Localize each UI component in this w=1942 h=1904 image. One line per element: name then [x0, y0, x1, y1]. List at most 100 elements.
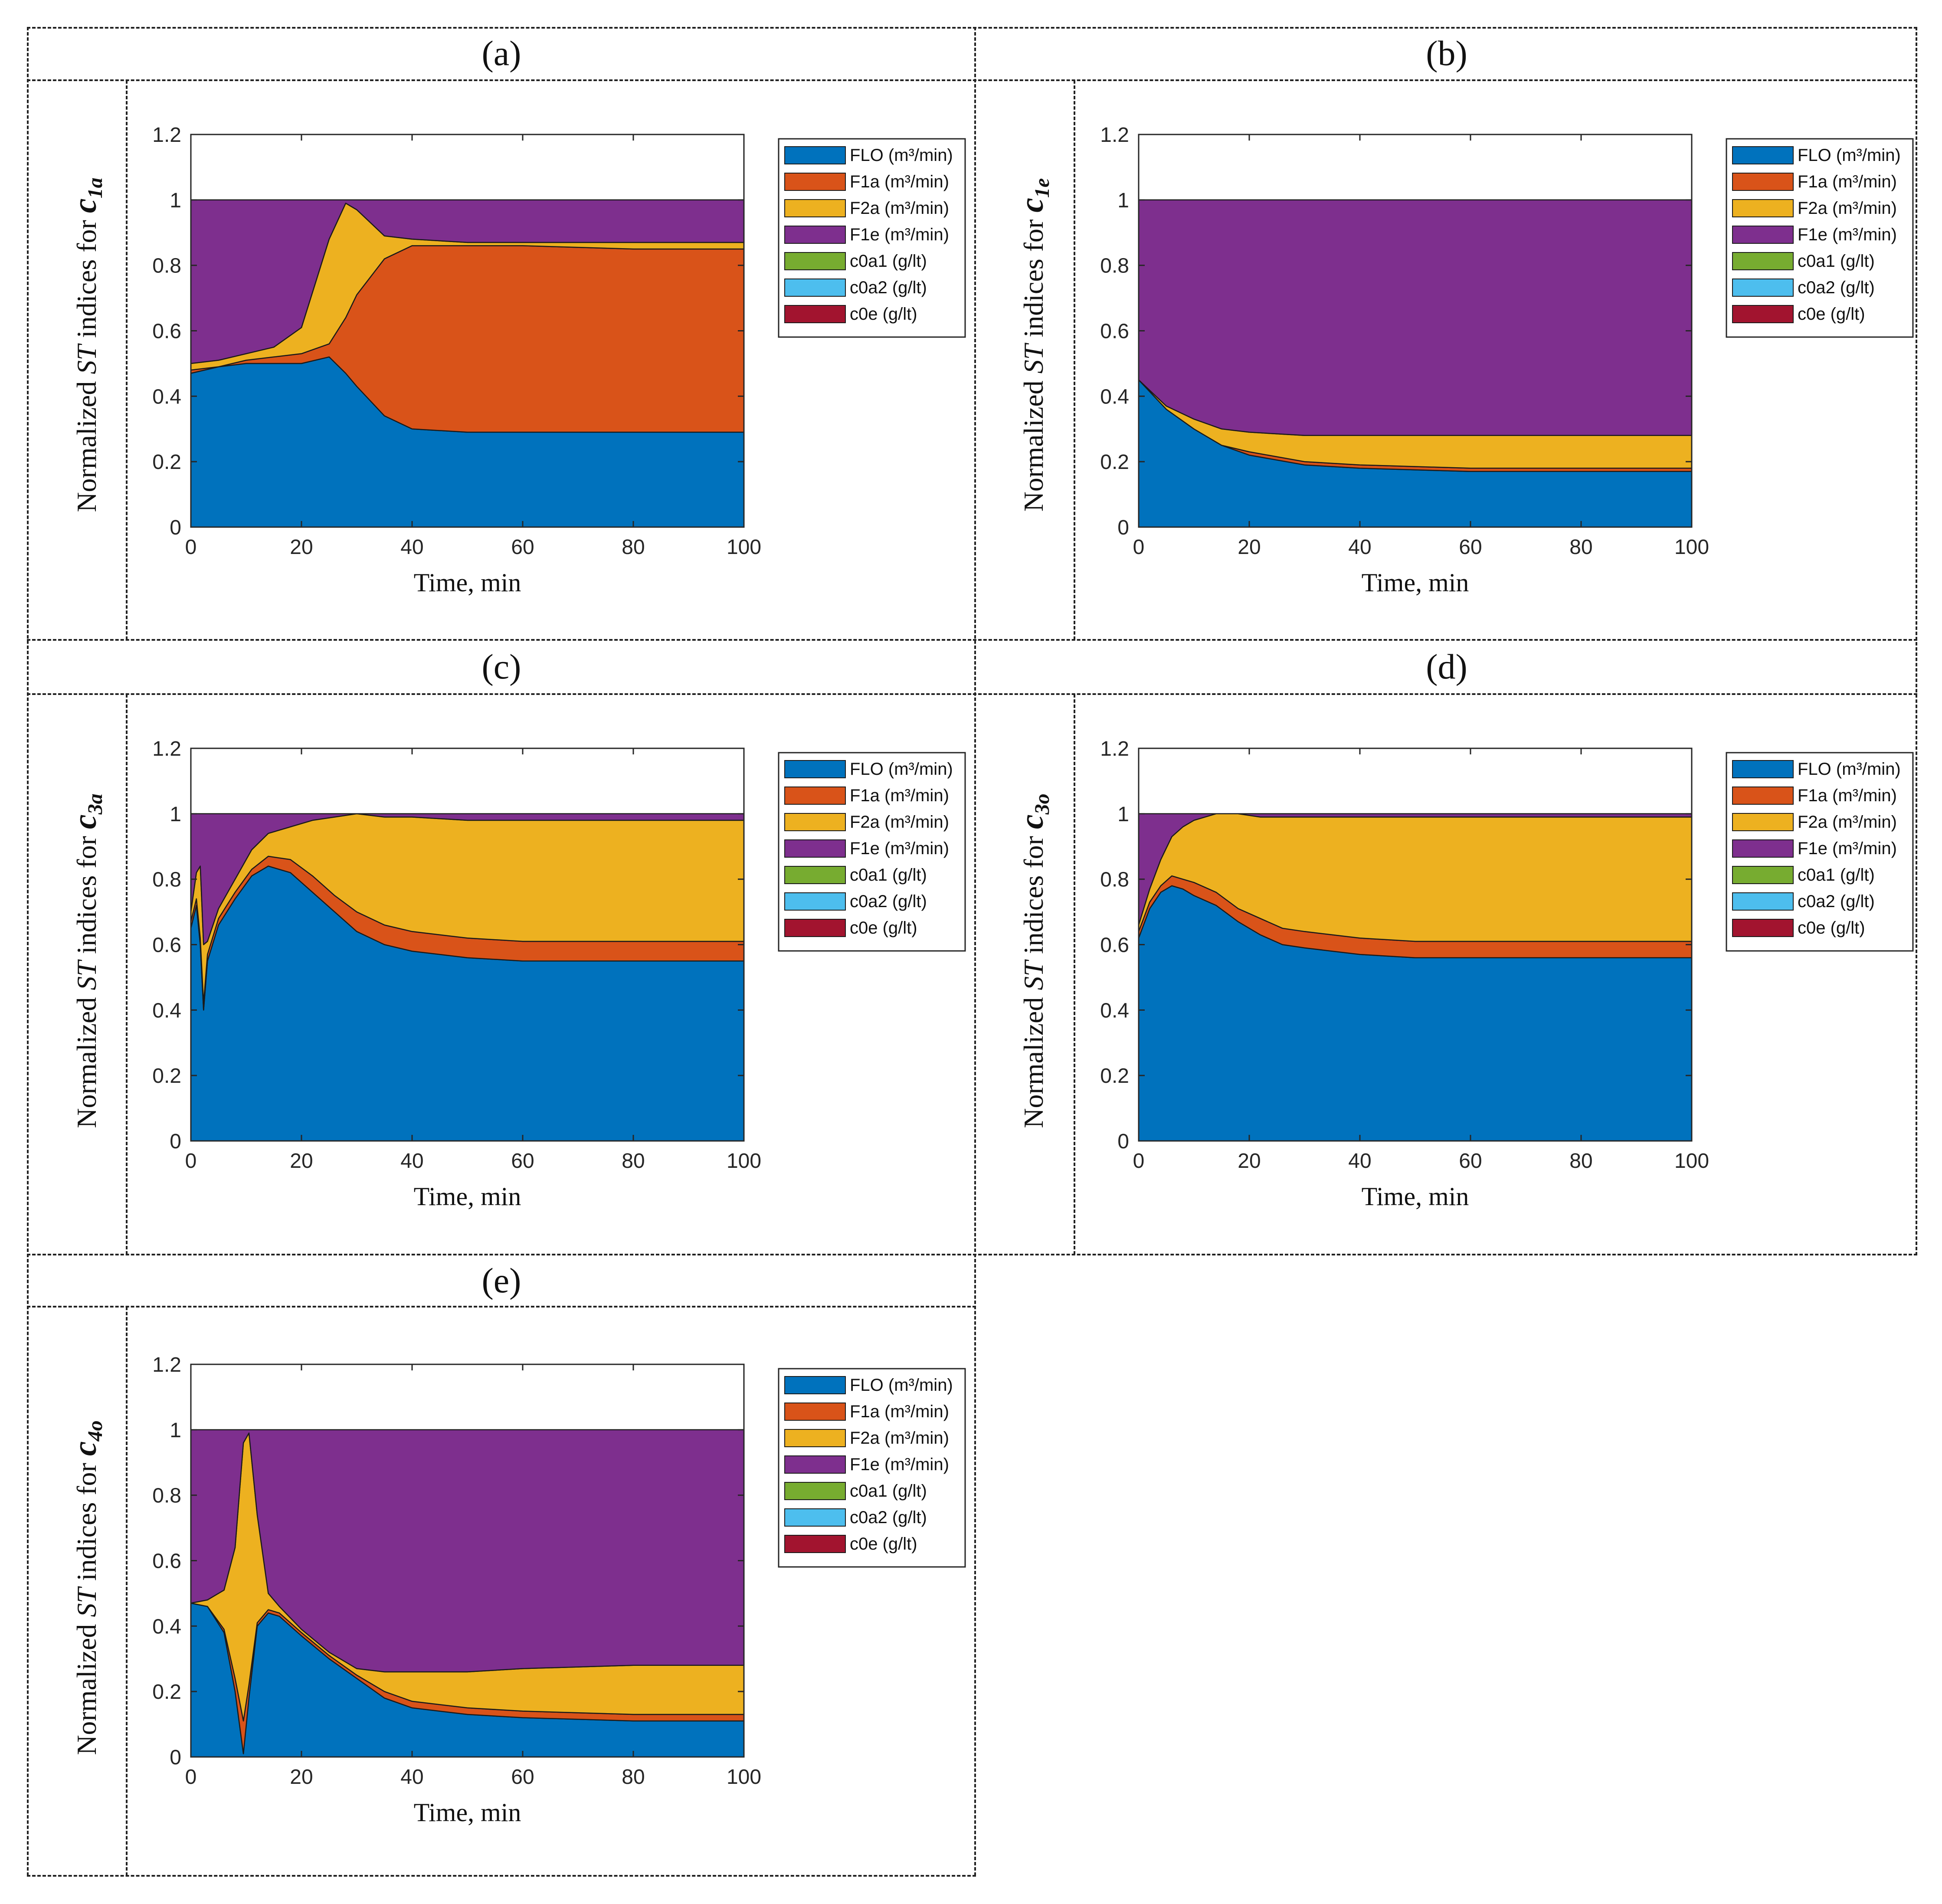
chart-d: 0 20 40 60 80 100 0 0.2 0.4 0.6 0.8 1 1.2 Time, min FL… [1100, 737, 1914, 1211]
legend-swatch [784, 1482, 846, 1500]
legend-label: FLO (m³/min) [1798, 760, 1901, 779]
legend-label: c0a2 (g/lt) [1798, 892, 1875, 911]
panel-a-ylabel: Normalized ST indices for c1a [66, 177, 107, 512]
legend-label: FLO (m³/min) [850, 760, 953, 779]
legend-swatch [784, 866, 846, 884]
frame-ylabel-divider-right-r2 [1074, 694, 1075, 1255]
frame-bottom-border [27, 1875, 976, 1877]
ylabel-mid: indices for [71, 829, 102, 961]
y-tick-label: 0.2 [1100, 451, 1129, 474]
y-tick-label: 0.4 [152, 385, 181, 408]
legend-swatch [1732, 787, 1794, 805]
area-f1e [1138, 199, 1693, 436]
x-tick-label: 40 [400, 1766, 423, 1789]
legend-label: c0e (g/lt) [850, 305, 917, 324]
y-tick-label: 1.2 [1100, 737, 1129, 760]
frame-left-border [27, 27, 29, 1876]
y-tick-label: 0.2 [152, 1065, 181, 1088]
legend-label: c0e (g/lt) [850, 918, 917, 937]
ylabel-mid: indices for [71, 1456, 102, 1588]
frame-ylabel-divider-left-r3 [126, 1307, 128, 1876]
chart-e: 0 20 40 60 80 100 0 0.2 0.4 0.6 0.8 1 1.2 Time, min FL… [152, 1353, 966, 1827]
legend-swatch [1732, 919, 1794, 937]
legend-swatch [1732, 839, 1794, 858]
legend-label: F1e (m³/min) [1798, 225, 1897, 244]
legend-label: F1e (m³/min) [1798, 839, 1897, 858]
legend-swatch [1732, 146, 1794, 164]
x-tick-label: 60 [1459, 536, 1482, 559]
y-tick-label: 0 [1117, 516, 1129, 539]
ylabel-prefix: Normalized [1018, 374, 1049, 512]
ylabel-st: ST [1018, 344, 1049, 374]
y-tick-label: 1 [170, 803, 181, 826]
y-tick-label: 1 [1117, 803, 1129, 826]
legend-label: F2a (m³/min) [1798, 199, 1897, 218]
x-tick-label: 100 [727, 536, 761, 559]
frame-title-divider-row2 [27, 693, 1917, 695]
legend-swatch [1732, 199, 1794, 217]
x-axis-label: Time, min [1362, 1182, 1469, 1211]
legend-swatch [784, 305, 846, 323]
x-tick-label: 60 [511, 536, 534, 559]
panel-a-title: (a) [481, 33, 521, 73]
ylabel-var: c [67, 198, 104, 213]
y-tick-label: 0.8 [152, 255, 181, 278]
panel-e-title: (e) [481, 1261, 521, 1300]
x-tick-label: 20 [290, 1766, 313, 1789]
frame-ylabel-divider-left-r2 [126, 694, 128, 1255]
frame-ylabel-divider-right-r1 [1074, 80, 1075, 640]
y-tick-label: 1.2 [152, 1353, 181, 1376]
legend-swatch [1732, 252, 1794, 270]
panel-b-title: (b) [1426, 33, 1467, 73]
legend-label: c0a2 (g/lt) [850, 892, 927, 911]
frame-right-border [1916, 27, 1917, 1255]
y-tick-label: 0 [170, 1130, 181, 1153]
y-tick-label: 1.2 [1100, 124, 1129, 147]
legend-label: c0e (g/lt) [1798, 305, 1865, 324]
legend-label: F1a (m³/min) [850, 172, 949, 191]
y-tick-label: 0.8 [1100, 255, 1129, 278]
legend-swatch [784, 1455, 846, 1474]
x-tick-label: 60 [1459, 1150, 1482, 1173]
ylabel-prefix: Normalized [1018, 990, 1049, 1128]
x-tick-label: 0 [185, 1766, 197, 1789]
y-tick-label: 1 [1117, 189, 1129, 212]
ylabel-mid: indices for [1018, 829, 1049, 961]
legend-label: c0e (g/lt) [1798, 918, 1865, 937]
legend-swatch [784, 226, 846, 244]
y-tick-label: 1 [170, 189, 181, 212]
panel-d-ylabel: Normalized ST indices for c3o [1013, 793, 1054, 1128]
x-tick-label: 80 [1569, 1150, 1592, 1173]
y-tick-label: 0.6 [152, 320, 181, 343]
y-tick-label: 0 [170, 1746, 181, 1769]
legend-swatch [784, 1403, 846, 1421]
x-axis-label: Time, min [414, 1798, 521, 1827]
x-axis-label: Time, min [414, 1182, 521, 1211]
x-axis-label: Time, min [414, 568, 521, 597]
y-tick-label: 1 [170, 1419, 181, 1442]
y-tick-label: 0.8 [1100, 868, 1129, 891]
x-axis-label: Time, min [1362, 568, 1469, 597]
ylabel-st: ST [71, 344, 102, 374]
x-tick-label: 60 [511, 1766, 534, 1789]
panel-c-title: (c) [481, 647, 521, 686]
x-tick-label: 80 [622, 1150, 645, 1173]
x-tick-label: 80 [622, 536, 645, 559]
legend-label: F1e (m³/min) [850, 1455, 949, 1474]
x-tick-label: 100 [727, 1766, 761, 1789]
ylabel-var: c [1014, 197, 1051, 213]
y-tick-label: 0.2 [1100, 1065, 1129, 1088]
x-tick-label: 100 [1674, 1150, 1709, 1173]
y-tick-label: 0.4 [152, 1615, 181, 1638]
legend-swatch [784, 279, 846, 297]
legend-label: c0a2 (g/lt) [1798, 278, 1875, 297]
x-tick-label: 60 [511, 1150, 534, 1173]
legend-label: F1a (m³/min) [1798, 786, 1897, 805]
x-tick-label: 20 [290, 536, 313, 559]
legend-swatch [784, 919, 846, 937]
legend-swatch [784, 760, 846, 778]
legend-label: F1a (m³/min) [850, 1402, 949, 1421]
y-tick-label: 0.6 [152, 1550, 181, 1573]
panel-e-ylabel: Normalized ST indices for c4o [66, 1420, 107, 1755]
y-tick-label: 0 [1117, 1130, 1129, 1153]
